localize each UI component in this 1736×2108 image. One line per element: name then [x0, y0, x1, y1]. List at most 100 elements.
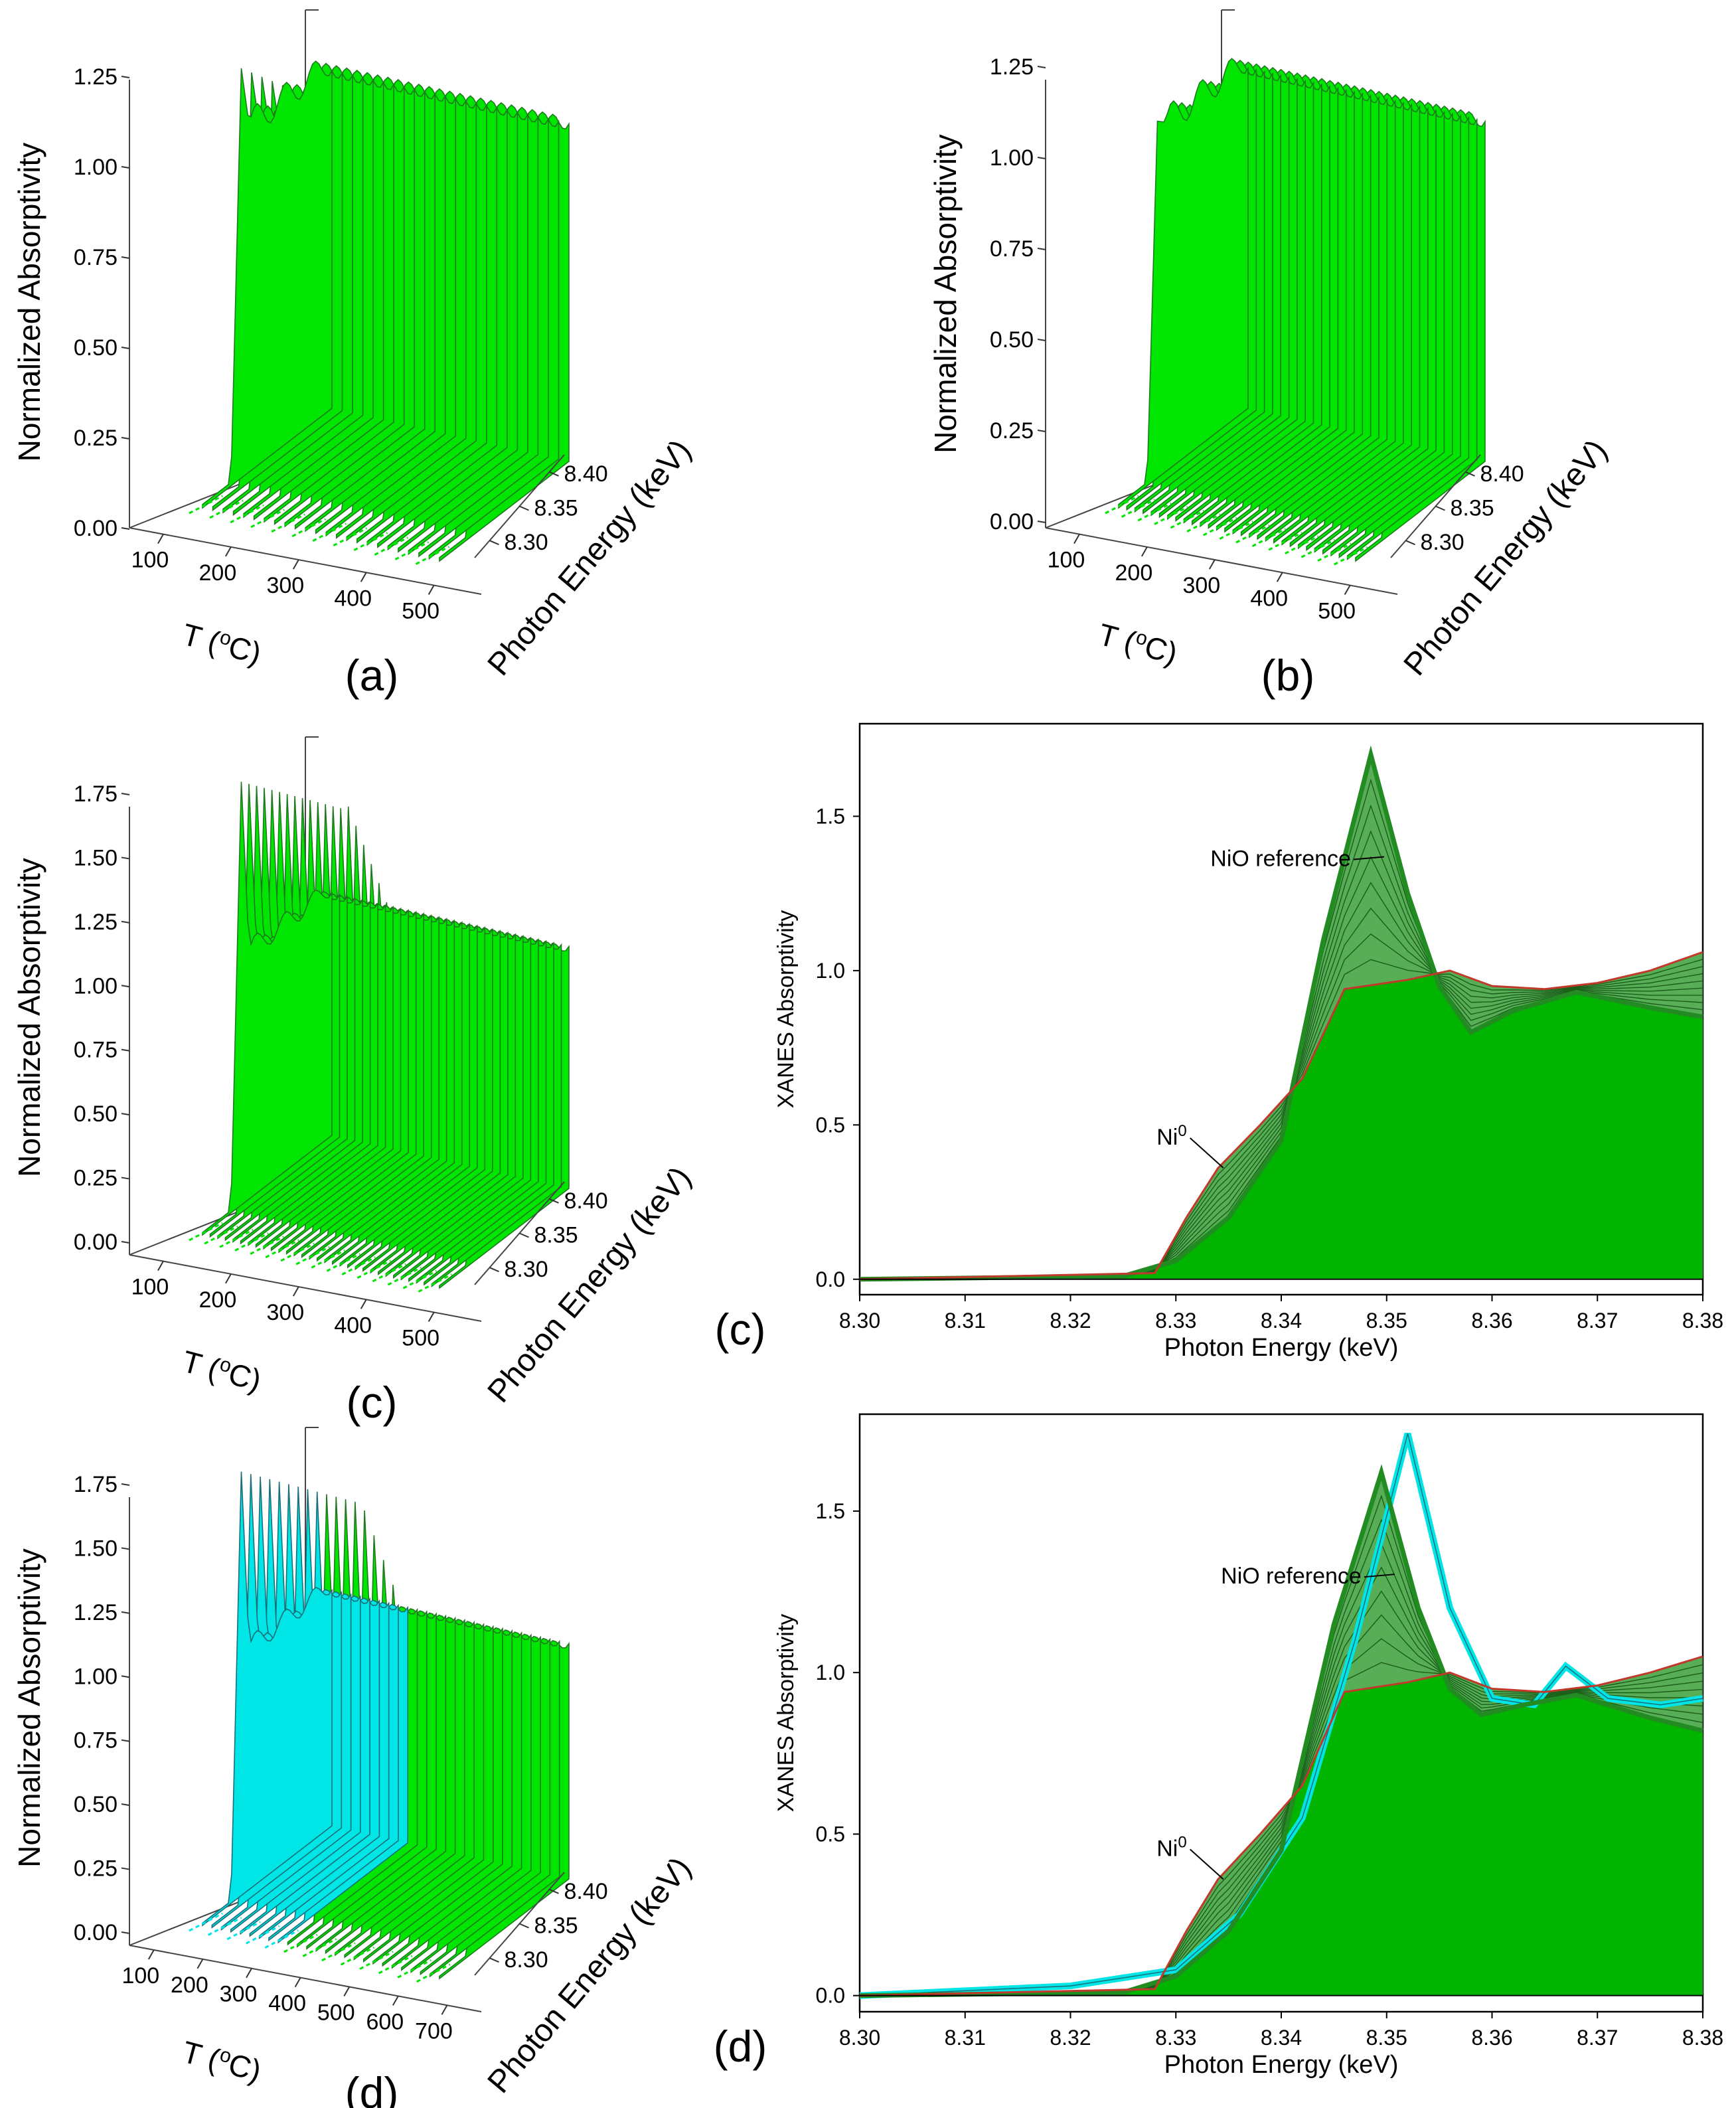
x-tick-label: 8.37: [1577, 2026, 1618, 2050]
y-tick: [121, 1867, 130, 1870]
panel-label: (c): [347, 1378, 398, 1427]
y-tick: [121, 1675, 130, 1678]
z-tick: [1465, 471, 1475, 477]
x-tick: [197, 1959, 204, 1969]
y-tick: [121, 1048, 130, 1052]
waterfall-panel-b: 0.00 0.25 0.50 0.75 1.00 1.25 Normalized Absor…: [928, 9, 1615, 700]
x-tick-label: 200: [199, 560, 237, 586]
x-tick: [294, 1977, 301, 1988]
x-tick-label: 8.35: [1366, 1309, 1407, 1333]
ni0-annotation: Ni0: [1156, 1833, 1186, 1862]
floor-projection: [250, 1236, 284, 1255]
z-tick: [1405, 540, 1415, 546]
y-tick: [121, 437, 130, 440]
x-tick: [392, 1995, 399, 2006]
x-tick-label: 100: [121, 1963, 159, 1988]
ni0-leader: [1190, 1848, 1224, 1880]
spectrum-ribbon: [1118, 58, 1249, 509]
x-tick-label: 400: [334, 1313, 372, 1338]
y-tick-label: 0.75: [74, 1728, 118, 1753]
z-tick: [489, 540, 499, 546]
x-tick-label: 500: [402, 1326, 439, 1351]
floor-projection: [245, 1925, 280, 1945]
floor-projection: [291, 518, 326, 538]
y-tick-label: 1.0: [816, 959, 845, 983]
y-tick-label: 1.25: [74, 1600, 118, 1625]
y-tick: [121, 1611, 130, 1614]
x-tick-label: 400: [268, 1991, 306, 2016]
y-tick: [121, 920, 130, 924]
floor-projection: [204, 1225, 238, 1245]
floor-projection: [295, 1246, 330, 1265]
y-tick-label: 1.50: [74, 845, 118, 870]
y-tick-label: 1.25: [74, 64, 118, 90]
z-tick-label: 8.35: [1451, 496, 1494, 521]
y-axis-label: Normalized Absorptivity: [12, 858, 46, 1177]
floor-projection: [359, 1951, 394, 1970]
y-tick: [121, 1176, 130, 1180]
x-tick-label: 400: [1250, 586, 1288, 611]
xanes-plot-c: 8.30 8.31 8.32 8.33 8.34 8.35 8.36 8.37 8.38 0.0 0…: [715, 722, 1723, 1362]
y-axis-label: XANES Absorptivity: [773, 910, 799, 1109]
floor-projection: [1285, 535, 1319, 555]
y-tick: [121, 1931, 130, 1934]
z-tick: [519, 1232, 529, 1238]
y-tick-label: 1.25: [990, 54, 1034, 80]
y-tick: [121, 347, 130, 349]
floor-projection: [387, 1266, 422, 1286]
z-tick-label: 8.30: [505, 1947, 548, 1973]
nio-leader: [1364, 1574, 1395, 1578]
floor-projection: [1170, 509, 1205, 529]
z-tick: [519, 505, 529, 511]
x-tick-label: 8.32: [1050, 1309, 1091, 1333]
floor-projection: [394, 541, 430, 560]
floor-projection: [265, 1239, 299, 1259]
y-tick-label: 0.0: [816, 1984, 845, 2008]
floor-projection: [418, 1273, 453, 1293]
waterfall-panel-d: 0.00 0.25 0.50 0.75 1.00 1.25 1.50 1.75 Normaliz…: [12, 1427, 698, 2108]
y-tick-label: 0.75: [74, 245, 118, 270]
z-tick-label: 8.35: [534, 1223, 578, 1248]
floor-projection: [271, 513, 305, 533]
floor-projection: [280, 1242, 315, 1262]
x-tick-label: 8.31: [945, 1309, 986, 1333]
y-tick: [121, 1803, 130, 1807]
y-tick: [121, 793, 130, 795]
x-axis-label: T (oC): [179, 1343, 265, 1398]
floor-projection: [397, 1959, 432, 1979]
y-tick-label: 0.50: [74, 335, 118, 361]
y-tick-label: 0.5: [816, 1113, 845, 1137]
panel-label: (a): [345, 651, 399, 700]
z-tick: [489, 1267, 499, 1273]
floor-projection: [283, 1933, 318, 1953]
x-tick: [1073, 534, 1080, 544]
y-tick-label: 0.25: [74, 1856, 118, 1882]
floor-projection: [374, 536, 409, 556]
x-tick-label: 100: [1048, 548, 1085, 573]
y-tick-label: 0.25: [74, 426, 118, 451]
spectrum-ribbon: [202, 781, 333, 1236]
ni0-text: Ni: [1156, 1836, 1178, 1861]
y-tick-label: 1.00: [74, 155, 118, 180]
floor-projection: [230, 504, 264, 524]
y-axis-label: XANES Absorptivity: [773, 1614, 799, 1813]
x-tick: [360, 1299, 367, 1309]
xanes-plot-d: 8.30 8.31 8.32 8.33 8.34 8.35 8.36 8.37 8.38 0.0 0…: [714, 1413, 1723, 2079]
y-tick-label: 1.5: [816, 1499, 845, 1523]
y-tick: [121, 856, 130, 860]
x-tick-label: 8.30: [839, 1309, 880, 1333]
y-tick: [121, 1113, 130, 1116]
floor-projection: [302, 1938, 337, 1957]
floor-projection: [264, 1929, 299, 1949]
x-tick-label: 100: [131, 1275, 169, 1300]
x-tick: [225, 546, 232, 557]
y-axis-label: Normalized Absorptivity: [12, 1548, 46, 1868]
floor-projection: [1186, 513, 1221, 532]
area-base: [860, 974, 1703, 1279]
x-tick-label: 8.35: [1366, 2026, 1407, 2050]
x-tick: [1141, 546, 1148, 557]
x-tick-label: 8.33: [1155, 2026, 1196, 2050]
y-tick-label: 0.00: [990, 509, 1034, 534]
x-axis-line: [129, 527, 482, 595]
